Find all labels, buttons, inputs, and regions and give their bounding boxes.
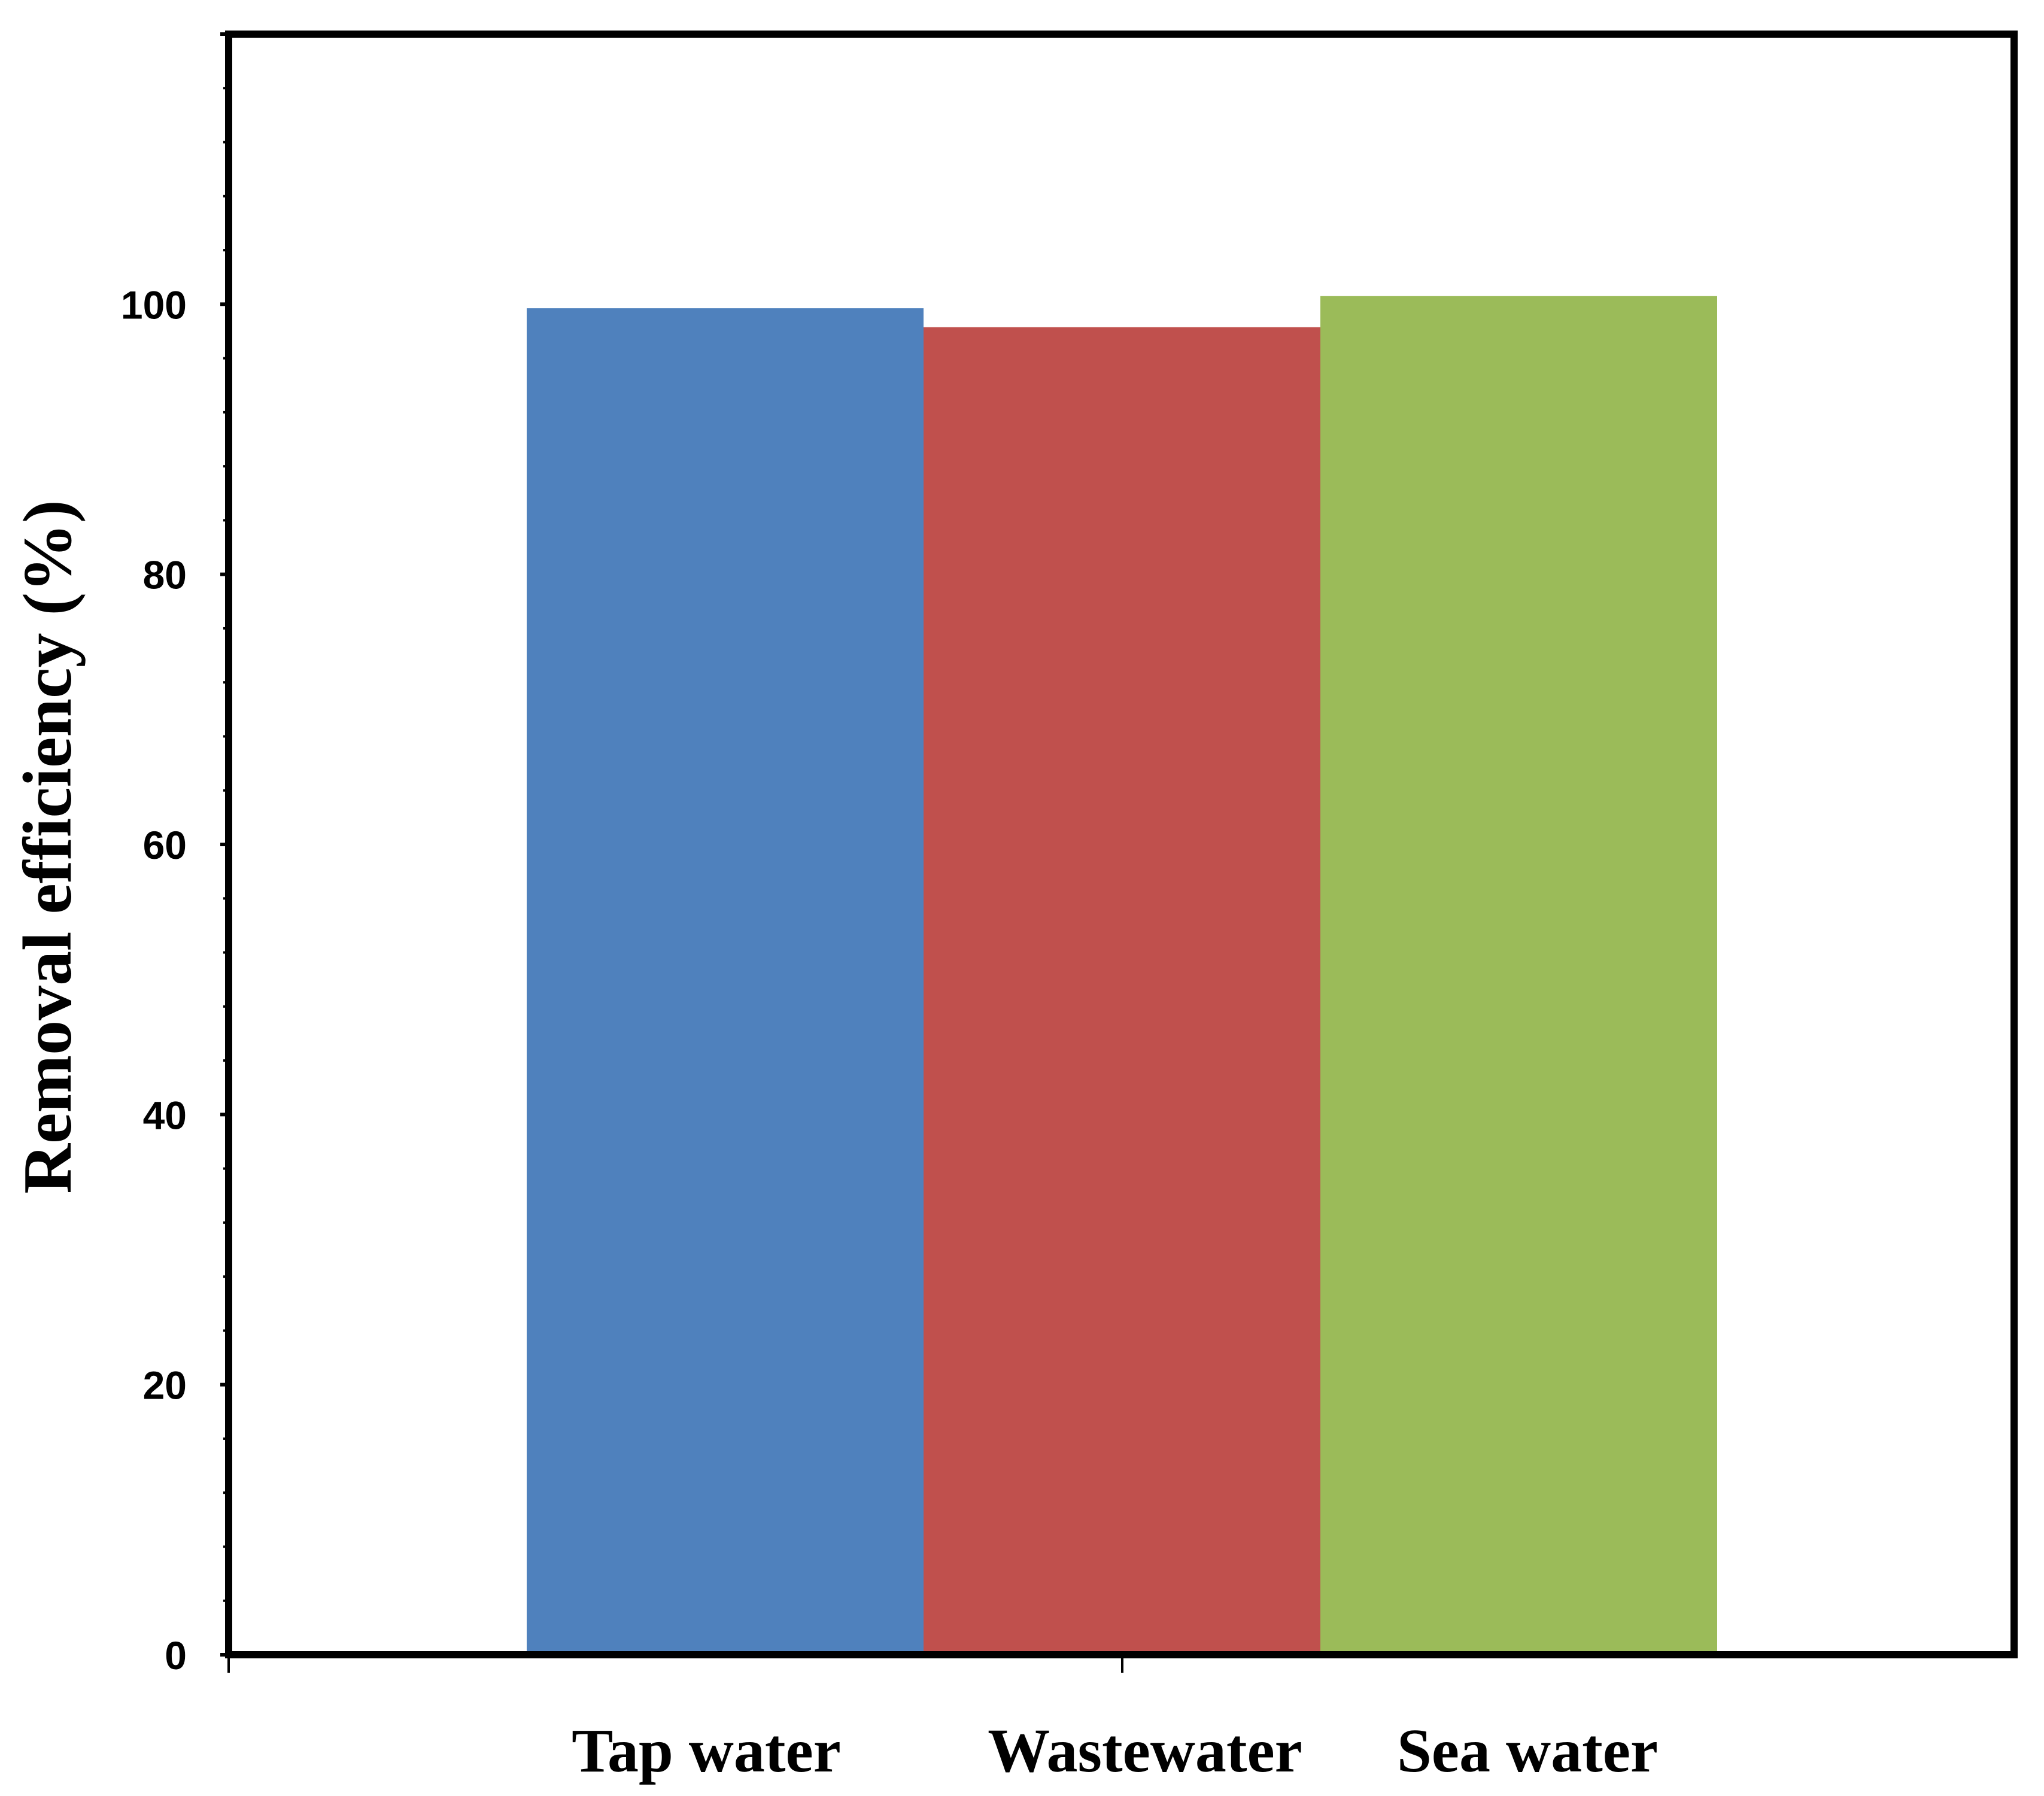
y-axis-title: Removal efficiency (%) (10, 500, 86, 1194)
bar-wastewater (924, 327, 1320, 1655)
bar-tap-water (527, 308, 924, 1655)
y-tick-label: 40 (143, 1093, 187, 1137)
y-tick-label: 60 (143, 823, 187, 867)
y-axis-tick-labels: 0 20 40 60 80 100 (121, 282, 187, 1678)
y-tick-label: 0 (165, 1633, 187, 1678)
x-category-label: Wastewater (988, 1716, 1302, 1785)
y-tick-label: 80 (143, 553, 187, 597)
y-tick-label: 100 (121, 282, 187, 327)
y-tick-label: 20 (143, 1363, 187, 1408)
x-axis-category-labels: Tap water Wastewater Sea water (572, 1716, 1658, 1785)
y-axis-ticks (220, 32, 1123, 1673)
bars-group (527, 296, 1717, 1655)
x-category-label: Sea water (1397, 1716, 1658, 1785)
x-category-label: Tap water (572, 1716, 841, 1785)
bar-sea-water (1320, 296, 1717, 1655)
